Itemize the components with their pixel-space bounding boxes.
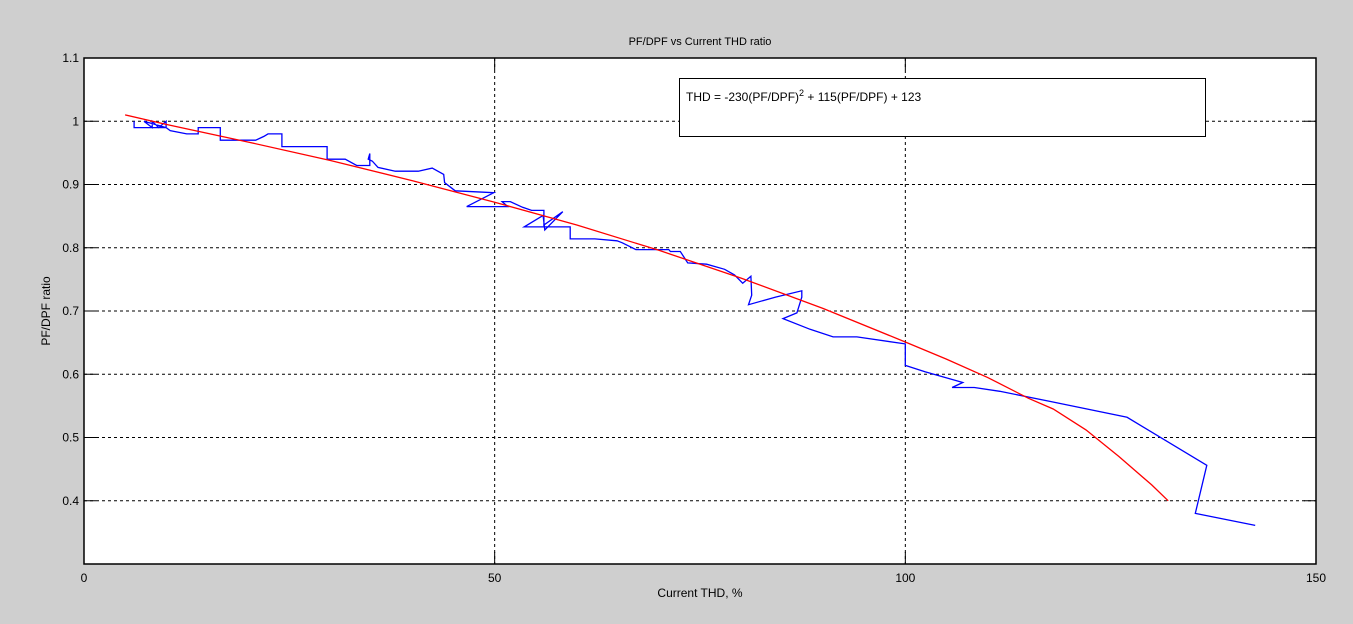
y-tick-label: 0.9: [62, 178, 79, 192]
y-tick-label: 0.4: [62, 494, 79, 508]
equation-prefix: THD = -230(PF/DPF): [686, 90, 800, 104]
equation-suffix: + 115(PF/DPF) + 123: [804, 90, 922, 104]
series-line-measured: [133, 119, 1256, 527]
x-tick-label: 50: [488, 571, 502, 585]
y-tick-label: 0.7: [62, 304, 79, 318]
y-tick-label: 0.5: [62, 431, 79, 445]
x-tick-label: 0: [81, 571, 88, 585]
equation-annotation: THD = -230(PF/DPF)2 + 115(PF/DPF) + 123: [679, 78, 1206, 137]
y-tick-label: 1.1: [62, 51, 79, 65]
x-axis-label: Current THD, %: [657, 586, 743, 600]
equation-superscript: 2: [799, 88, 805, 98]
x-tick-label: 150: [1306, 571, 1326, 585]
y-tick-label: 0.6: [62, 367, 79, 381]
y-tick-label: 1: [72, 114, 79, 128]
chart-title: PF/DPF vs Current THD ratio: [628, 36, 772, 48]
x-tick-label: 100: [895, 571, 915, 585]
series-line-quadratic-fit: [124, 114, 1169, 502]
y-tick-label: 0.8: [62, 241, 79, 255]
equation-text: THD = -230(PF/DPF)2 + 115(PF/DPF) + 123: [686, 88, 921, 104]
